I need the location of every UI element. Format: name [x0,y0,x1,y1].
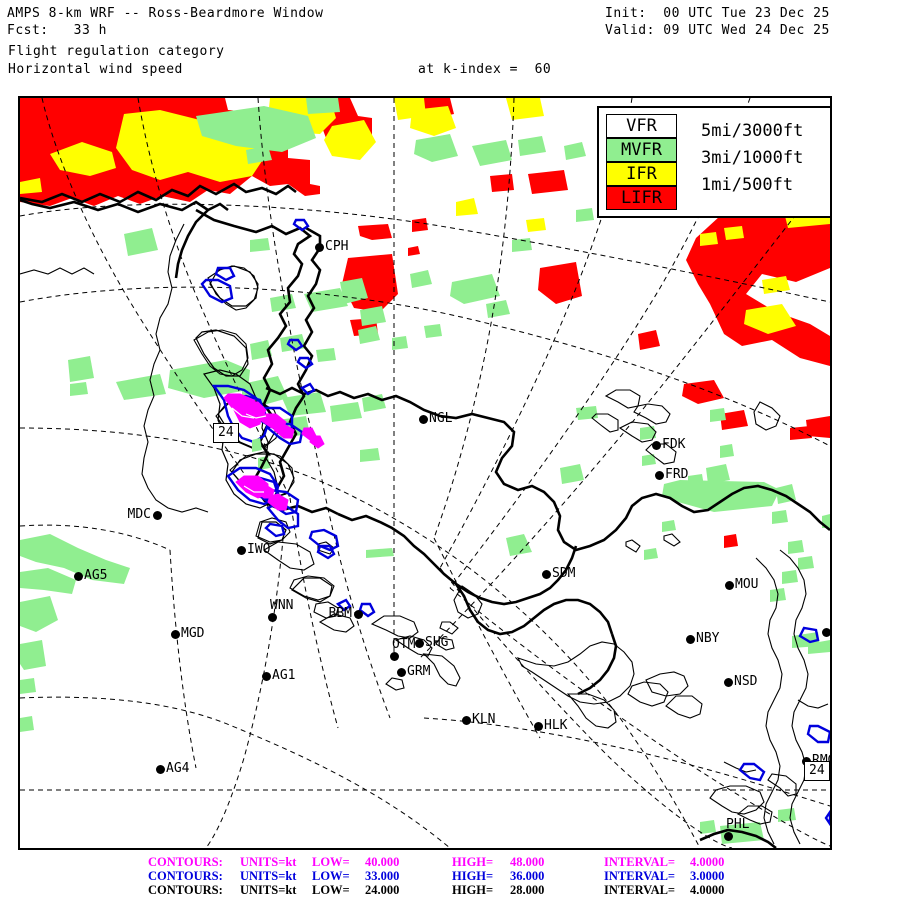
contours-high-label: HIGH= [452,855,494,869]
contours-units: UNITS=kt [240,883,297,897]
init-time-label: Init: 00 UTC Tue 23 Dec 25 [605,6,830,21]
station-label: NSD [734,674,758,689]
contours-interval-value: 4.0000 [690,883,725,897]
station-label: SDM [552,566,576,581]
station-dot-icon [397,668,406,677]
legend-swatch-lifr: LIFR [606,186,677,210]
contours-high-label: HIGH= [452,869,494,883]
station-dot-icon [686,635,695,644]
contours-interval-value: 4.0000 [690,855,725,869]
valid-time-label: Valid: 09 UTC Wed 24 Dec 25 [605,23,830,38]
contours-low-value: 24.000 [365,883,400,897]
station-dot-icon [74,572,83,581]
station-dot-icon [724,678,733,687]
contours-high-value: 48.000 [510,855,545,869]
station-dot-icon [542,570,551,579]
contours-interval-label: INTERVAL= [604,869,676,883]
contour-info-row: CONTOURS: UNITS=kt LOW= 24.000 HIGH= 28.000 IN… [0,883,900,897]
contours-units: UNITS=kt [240,869,297,883]
contour-value-box: 24 [213,423,239,443]
station-label: OTM [392,637,416,652]
header-block: AMPS 8-km WRF -- Ross-Beardmore Window F… [0,0,900,90]
station-dot-icon [822,628,830,637]
contours-interval-value: 3.0000 [690,869,725,883]
station-dot-icon [655,471,664,480]
station-dot-icon [262,672,271,681]
station-label: NGL [429,411,453,426]
station-label: BBM [328,606,352,621]
map-canvas: CPH MDC NGL FDK FRD MOU WNN IWO AG5 MGD AG1 AG4 SDM N… [20,98,830,848]
station-label: AG4 [166,761,190,776]
station-dot-icon [724,832,733,841]
station-label: AG1 [272,668,296,683]
station-dot-icon [171,630,180,639]
station-label: MDC [127,507,151,522]
station-dot-icon [725,581,734,590]
station-label: IWO [247,542,271,557]
legend-swatch-vfr: VFR [606,114,677,138]
contours-label: CONTOURS: [148,869,223,883]
contours-high-value: 36.000 [510,869,545,883]
station-label: WNN [270,598,294,613]
station-dot-icon [268,613,277,622]
flight-category-legend: VFR MVFR IFR LIFR 5mi/3000ft 3mi/1000ft 1mi… [597,106,830,218]
station-label: HLK [544,718,568,733]
contours-low-value: 33.000 [365,869,400,883]
station-dot-icon [390,652,399,661]
field-name-line-1: Flight regulation category [8,44,225,59]
station-label: FRD [665,467,689,482]
station-label: KLN [472,712,496,727]
station-label: AG5 [84,568,108,583]
forecast-hour-label: Fcst: 33 h [7,23,107,38]
contours-label: CONTOURS: [148,883,223,897]
map-panel[interactable]: CPH MDC NGL FDK FRD MOU WNN IWO AG5 MGD AG1 AG4 SDM N… [18,96,832,850]
station-label: NBY [696,631,720,646]
station-dot-icon [315,243,324,252]
field-name-line-2: Horizontal wind speed [8,62,183,77]
contour-info-row: CONTOURS: UNITS=kt LOW= 40.000 HIGH= 48.000 IN… [0,855,900,869]
station-label: MOU [735,577,759,592]
contours-label: CONTOURS: [148,855,223,869]
station-label: GRM [407,664,431,679]
legend-threshold-text: 5mi/3000ft 3mi/1000ft 1mi/500ft [701,121,804,195]
station-label: MGD [181,626,205,641]
legend-swatch-mvfr: MVFR [606,138,677,162]
legend-swatch-column: VFR MVFR IFR LIFR [606,114,677,210]
contours-high-label: HIGH= [452,883,494,897]
page-title: AMPS 8-km WRF -- Ross-Beardmore Window [7,6,324,21]
station-label: SHG [425,635,449,650]
station-dot-icon [354,610,363,619]
contours-interval-label: INTERVAL= [604,855,676,869]
legend-swatch-ifr: IFR [606,162,677,186]
contours-low-label: LOW= [312,869,350,883]
contours-low-label: LOW= [312,883,350,897]
contours-low-label: LOW= [312,855,350,869]
contour-info-row: CONTOURS: UNITS=kt LOW= 33.000 HIGH= 36.000 IN… [0,869,900,883]
station-dot-icon [153,511,162,520]
station-dot-icon [156,765,165,774]
flight-category-shading [20,98,830,848]
contours-low-value: 40.000 [365,855,400,869]
station-dot-icon [462,716,471,725]
station-dot-icon [415,639,424,648]
contours-interval-label: INTERVAL= [604,883,676,897]
station-label: PHL [726,817,750,832]
station-dot-icon [534,722,543,731]
station-dot-icon [652,441,661,450]
station-dot-icon [237,546,246,555]
station-label: CPH [325,239,349,254]
contours-units: UNITS=kt [240,855,297,869]
contour-value-box: 24 [804,761,830,781]
contours-high-value: 28.000 [510,883,545,897]
station-dot-icon [419,415,428,424]
contour-info-footer: CONTOURS: UNITS=kt LOW= 40.000 HIGH= 48.000 IN… [0,855,900,900]
k-index-label: at k-index = 60 [418,62,552,77]
station-label: FDK [662,437,686,452]
